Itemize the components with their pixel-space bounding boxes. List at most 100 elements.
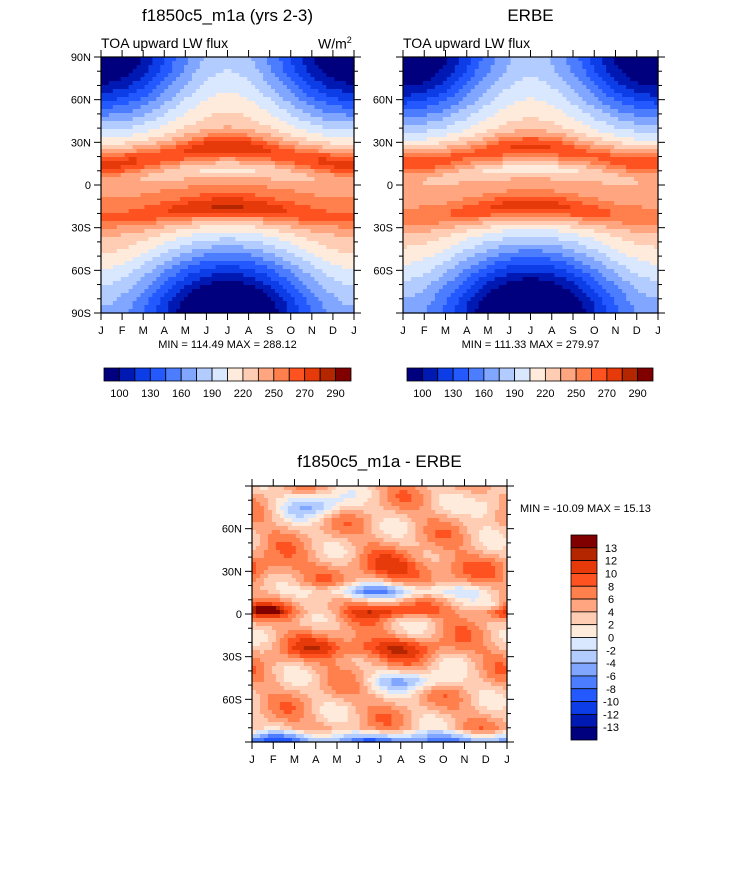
model-cell <box>243 97 248 102</box>
model-cell <box>164 237 169 242</box>
model-cell <box>164 261 169 266</box>
obs-cell <box>626 93 631 98</box>
model-cell <box>239 69 244 74</box>
model-cell <box>330 149 335 154</box>
model-cell <box>116 173 122 178</box>
model-cell <box>326 217 331 222</box>
model-cell <box>203 253 209 258</box>
model-cell <box>302 129 308 134</box>
model-cell <box>247 305 252 310</box>
obs-cell <box>534 69 540 74</box>
model-cell <box>191 273 197 278</box>
model-cell <box>187 145 193 150</box>
model-cell <box>101 213 106 218</box>
obs-cell <box>574 93 579 98</box>
obs-cell <box>506 77 512 82</box>
model-cell <box>112 189 118 194</box>
model-cell <box>290 197 296 202</box>
model-cell <box>215 61 221 66</box>
obs-cell <box>546 61 552 66</box>
model-cell <box>184 301 189 306</box>
model-cell <box>263 221 268 226</box>
model-cell <box>231 97 236 102</box>
model-cell <box>330 257 335 262</box>
model-cell <box>326 221 331 226</box>
model-cell <box>318 117 323 122</box>
model-cell <box>298 109 304 114</box>
model-cell <box>144 305 150 310</box>
model-cell <box>187 301 193 306</box>
obs-cell <box>650 93 655 98</box>
model-cell <box>346 97 351 102</box>
model-cell <box>294 109 300 114</box>
model-cell <box>136 161 142 166</box>
model-cell <box>346 249 351 254</box>
model-cell <box>160 285 165 290</box>
model-cell <box>290 177 296 182</box>
model-cell <box>219 81 225 86</box>
model-cell <box>160 241 165 246</box>
obs-cell <box>610 89 615 94</box>
model-cell <box>160 153 165 158</box>
model-cell <box>160 105 165 110</box>
model-cell <box>302 241 308 246</box>
model-cell <box>136 61 142 66</box>
obs-cell <box>478 93 484 98</box>
model-cell <box>132 177 138 182</box>
model-cell <box>104 85 110 90</box>
model-cell <box>136 89 142 94</box>
model-cell <box>101 309 106 314</box>
model-cell <box>136 201 142 206</box>
model-cell <box>164 149 169 154</box>
model-cell <box>136 261 142 266</box>
model-cell <box>235 217 240 222</box>
model-cell <box>219 197 225 202</box>
model-cell <box>168 193 173 198</box>
obs-cell <box>538 69 544 74</box>
model-cell <box>310 121 316 126</box>
model-cell <box>274 253 280 258</box>
model-cell <box>132 189 138 194</box>
model-cell <box>215 129 221 134</box>
model-cell <box>286 85 292 90</box>
model-cell <box>104 89 110 94</box>
obs-cell <box>494 101 500 106</box>
model-cell <box>298 237 304 242</box>
model-cell <box>314 149 320 154</box>
model-cell <box>140 257 146 262</box>
model-cell <box>314 57 320 62</box>
model-cell <box>148 209 153 214</box>
model-cell <box>318 289 323 294</box>
model-cell <box>136 93 142 98</box>
model-cell <box>152 93 157 98</box>
model-cell <box>251 101 256 106</box>
model-cell <box>120 193 126 198</box>
model-cell <box>144 245 150 250</box>
model-cell <box>318 121 323 126</box>
model-cell <box>255 141 260 146</box>
model-cell <box>152 141 157 146</box>
model-cell <box>176 253 181 258</box>
obs-cell <box>646 57 651 62</box>
model-cell <box>318 297 323 302</box>
model-cell <box>278 173 284 178</box>
model-cell <box>215 173 221 178</box>
model-cell <box>342 213 347 218</box>
model-cell <box>211 265 217 270</box>
model-cell <box>101 241 106 246</box>
obs-cell <box>614 93 619 98</box>
model-cell <box>215 309 221 314</box>
obs-cell <box>478 69 484 74</box>
obs-cell <box>438 101 444 106</box>
model-cell <box>243 177 248 182</box>
model-cell <box>128 213 134 218</box>
model-cell <box>259 213 264 218</box>
model-cell <box>128 73 134 78</box>
model-cell <box>132 301 138 306</box>
model-cell <box>239 165 244 170</box>
model-cell <box>326 109 331 114</box>
model-cell <box>176 221 181 226</box>
model-cell <box>156 133 161 138</box>
model-cell <box>176 77 181 82</box>
model-cell <box>144 249 150 254</box>
